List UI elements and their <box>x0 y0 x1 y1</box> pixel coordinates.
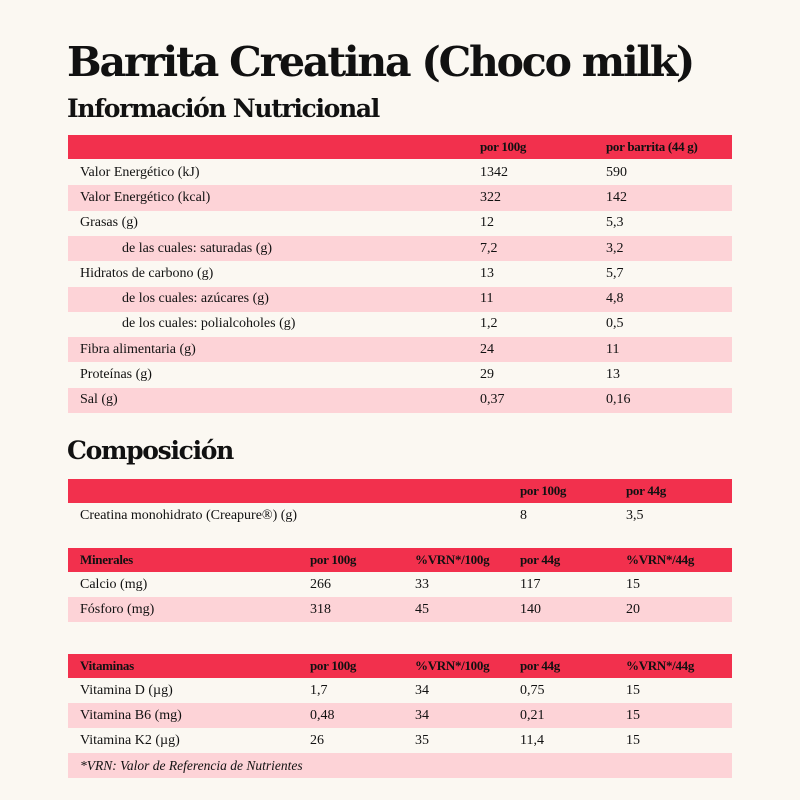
row-label: Fósforo (mg) <box>80 601 155 617</box>
column-header: por 100g <box>310 552 357 567</box>
cell-value: 4,8 <box>606 291 624 307</box>
cell-value: 1342 <box>480 164 508 180</box>
column-header: por barrita (44 g) <box>606 139 698 154</box>
table-row: *VRN: Valor de Referencia de Nutrientes <box>68 753 732 778</box>
table-row: Sal (g) 0,37 0,16 <box>68 387 732 413</box>
cell-value: 318 <box>310 601 331 617</box>
row-label: Sal (g) <box>80 392 118 408</box>
cell-value: 34 <box>415 682 429 698</box>
row-label: de los cuales: polialcoholes (g) <box>122 316 296 332</box>
column-header: por 44g <box>520 552 560 567</box>
cell-value: 117 <box>520 576 541 592</box>
cell-value: 13 <box>606 367 620 383</box>
cell-value: 0,21 <box>520 707 545 723</box>
cell-value: 29 <box>480 367 494 383</box>
header-row: Vitaminas por 100g %VRN*/100g por 44g %VRN*/… <box>68 654 732 678</box>
cell-value: 0,75 <box>520 682 545 698</box>
row-label: Calcio (mg) <box>80 576 148 592</box>
footnote: *VRN: Valor de Referencia de Nutrientes <box>80 757 303 773</box>
table-row: Fósforo (mg) 318 45 140 20 <box>68 597 732 622</box>
title: Barrita Creatina (Choco milk) <box>67 38 695 86</box>
cell-value: 140 <box>520 601 541 617</box>
cell-value: 3,2 <box>606 240 624 256</box>
cell-value: 11,4 <box>520 732 544 748</box>
column-header: por 100g <box>310 658 357 673</box>
table-row: Vitamina B6 (mg) 0,48 34 0,21 15 <box>68 703 732 728</box>
table-row: de los cuales: azúcares (g) 11 4,8 <box>68 286 732 312</box>
column-header: Vitaminas <box>80 658 134 673</box>
row-label: Creatina monohidrato (Creapure®) (g) <box>80 507 298 523</box>
column-header: por 100g <box>520 483 567 498</box>
cell-value: 11 <box>480 291 494 307</box>
cell-value: 5,7 <box>606 265 624 281</box>
header-row: Minerales por 100g %VRN*/100g por 44g %VRN*/… <box>68 548 732 572</box>
cell-value: 26 <box>310 732 324 748</box>
row-label: de las cuales: saturadas (g) <box>122 240 273 256</box>
row-label: Vitamina D (µg) <box>80 682 173 698</box>
table-row: Hidratos de carbono (g) 13 5,7 <box>68 261 732 286</box>
cell-value: 35 <box>415 732 429 748</box>
cell-value: 0,16 <box>606 392 631 408</box>
column-header: %VRN*/44g <box>626 552 695 567</box>
row-label: Fibra alimentaria (g) <box>80 341 196 357</box>
subtitle: Información Nutricional <box>67 94 380 123</box>
table-row: Valor Energético (kJ) 1342 590 <box>68 160 732 185</box>
row-label: Vitamina B6 (mg) <box>80 707 182 723</box>
header-row: por 100g por 44g <box>68 479 732 503</box>
row-label: Valor Energético (kJ) <box>80 164 200 180</box>
table-row: Calcio (mg) 266 33 117 15 <box>68 572 732 597</box>
cell-value: 15 <box>626 732 640 748</box>
column-header: por 44g <box>520 658 560 673</box>
cell-value: 266 <box>310 576 331 592</box>
cell-value: 0,5 <box>606 316 624 332</box>
cell-value: 1,7 <box>310 682 328 698</box>
column-header: por 100g <box>480 139 527 154</box>
cell-value: 15 <box>626 682 640 698</box>
row-label: Proteínas (g) <box>80 367 152 383</box>
table-row: Fibra alimentaria (g) 24 11 <box>68 337 732 363</box>
table-row: de los cuales: polialcoholes (g) 1,2 0,5 <box>68 312 732 337</box>
row-label: Vitamina K2 (µg) <box>80 732 180 748</box>
table-row: Proteínas (g) 29 13 <box>68 362 732 387</box>
row-label: Hidratos de carbono (g) <box>80 265 214 281</box>
cell-value: 142 <box>606 189 627 205</box>
cell-value: 322 <box>480 189 501 205</box>
table-row: Grasas (g) 12 5,3 <box>68 211 732 236</box>
table-row: Vitamina D (µg) 1,7 34 0,75 15 <box>68 678 732 703</box>
cell-value: 590 <box>606 164 627 180</box>
column-header: por 44g <box>626 483 666 498</box>
cell-value: 34 <box>415 707 429 723</box>
cell-value: 8 <box>520 507 527 523</box>
cell-value: 45 <box>415 601 429 617</box>
row-label: Grasas (g) <box>80 215 138 231</box>
cell-value: 0,48 <box>310 707 335 723</box>
cell-value: 24 <box>480 341 494 357</box>
cell-value: 5,3 <box>606 215 624 231</box>
column-header: Minerales <box>80 552 133 567</box>
table-row: Vitamina K2 (µg) 26 35 11,4 15 <box>68 728 732 753</box>
cell-value: 13 <box>480 265 494 281</box>
cell-value: 20 <box>626 601 640 617</box>
cell-value: 33 <box>415 576 429 592</box>
row-label: Valor Energético (kcal) <box>80 189 211 205</box>
column-header: %VRN*/44g <box>626 658 695 673</box>
cell-value: 3,5 <box>626 507 644 523</box>
row-label: de los cuales: azúcares (g) <box>122 291 269 307</box>
column-header: %VRN*/100g <box>415 658 490 673</box>
table-row: de las cuales: saturadas (g) 7,2 3,2 <box>68 235 732 262</box>
cell-value: 15 <box>626 576 640 592</box>
table-row: Valor Energético (kcal) 322 142 <box>68 185 732 211</box>
column-header: %VRN*/100g <box>415 552 490 567</box>
header-row: por 100g por barrita (44 g) <box>68 135 732 159</box>
table-row: Creatina monohidrato (Creapure®) (g) 8 3,5 <box>68 503 732 528</box>
cell-value: 7,2 <box>480 240 498 256</box>
cell-value: 11 <box>606 341 620 357</box>
cell-value: 0,37 <box>480 392 505 408</box>
cell-value: 15 <box>626 707 640 723</box>
section-title: Composición <box>67 436 234 465</box>
cell-value: 1,2 <box>480 316 498 332</box>
cell-value: 12 <box>480 215 494 231</box>
